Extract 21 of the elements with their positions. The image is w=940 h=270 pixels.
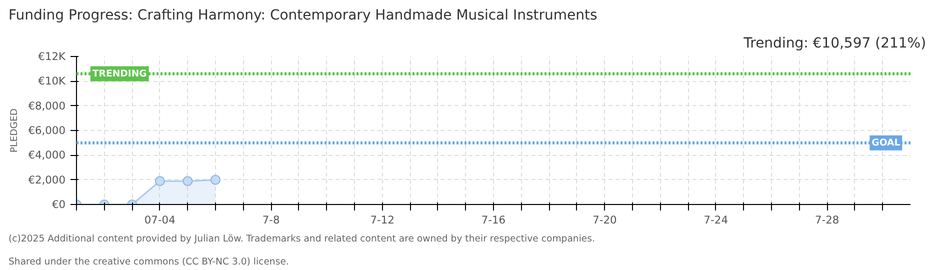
y-tick-label: €6,000 bbox=[28, 124, 66, 137]
y-tick-label: €12K bbox=[38, 50, 67, 63]
y-tick-label: €0 bbox=[52, 198, 66, 211]
chart-subtitle: Trending: €10,597 (211%) bbox=[742, 36, 926, 52]
text: Shared under the creative commons (CC BY-NC 3.0) license. bbox=[8, 256, 289, 268]
y-tick-label: €2,000 bbox=[28, 173, 66, 186]
x-tick-label: 7-20 bbox=[592, 214, 618, 226]
x-tick-label: 07-04 bbox=[144, 214, 176, 226]
ref-line-label: TRENDING bbox=[92, 68, 147, 80]
y-tick-label: €4,000 bbox=[28, 148, 66, 162]
x-tick-label: 7-8 bbox=[262, 214, 280, 226]
y-tick-label: €10K bbox=[38, 74, 67, 88]
ref-line-label: GOAL bbox=[872, 137, 900, 148]
y-axis-title: PLEDGED bbox=[9, 108, 20, 153]
x-tick-label: 7-24 bbox=[704, 214, 728, 226]
x-tick-label: 7-28 bbox=[815, 214, 840, 226]
y-tick-label: €8,000 bbox=[28, 99, 66, 112]
text: (c)2025 Additional content provided by Julian Löw. Trademarks and related content are owned by their respective companies. bbox=[8, 234, 595, 244]
chart-title: Funding Progress: Crafting Harmony: Contemporary Handmade Musical Instruments bbox=[8, 8, 598, 24]
x-tick-label: 7-16 bbox=[481, 214, 506, 226]
x-tick-label: 7-12 bbox=[370, 214, 394, 226]
